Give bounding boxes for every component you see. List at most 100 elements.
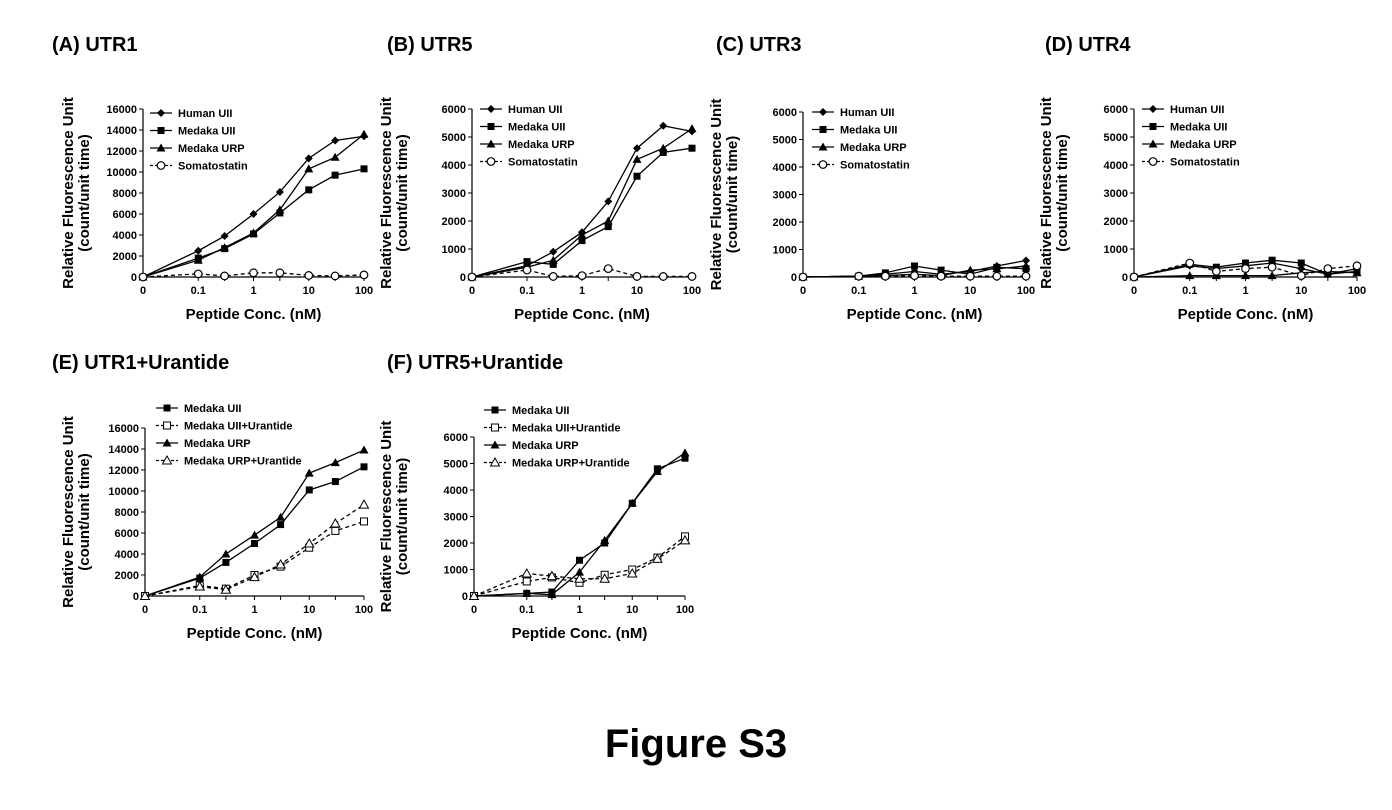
data-point bbox=[1296, 271, 1306, 281]
y-tick-label: 6000 bbox=[444, 432, 468, 444]
legend-entry: Medaka UII bbox=[184, 403, 241, 415]
data-point bbox=[249, 228, 258, 237]
data-point bbox=[659, 148, 667, 156]
legend-entry: Somatostatin bbox=[840, 160, 910, 172]
data-point bbox=[1268, 256, 1276, 264]
y-axis-label: (count/unit time) bbox=[394, 458, 411, 575]
y-axis-label: (count/unit time) bbox=[724, 136, 741, 253]
y-tick-label: 2000 bbox=[444, 538, 468, 550]
y-tick-label: 3000 bbox=[773, 190, 797, 202]
legend-entry: Medaka UII bbox=[512, 405, 569, 417]
data-point bbox=[331, 136, 340, 145]
data-point bbox=[331, 171, 339, 179]
data-point bbox=[521, 567, 533, 578]
data-point bbox=[1352, 261, 1362, 271]
series-line bbox=[1133, 262, 1358, 278]
data-point bbox=[360, 165, 368, 173]
data-point bbox=[652, 553, 663, 563]
data-point bbox=[880, 271, 890, 281]
legend-marker bbox=[818, 160, 828, 169]
x-tick-label: 10 bbox=[303, 604, 315, 616]
data-point bbox=[331, 478, 339, 486]
y-tick-label: 1000 bbox=[442, 244, 466, 256]
series-line bbox=[142, 272, 365, 278]
legend-marker bbox=[487, 123, 495, 130]
x-tick-label: 0 bbox=[471, 604, 477, 616]
data-point bbox=[304, 154, 313, 163]
legend-entry: Human UII bbox=[840, 107, 894, 119]
legend-marker bbox=[487, 105, 495, 113]
data-point bbox=[275, 187, 284, 196]
x-tick-label: 0 bbox=[469, 285, 475, 297]
legend-marker bbox=[163, 421, 171, 430]
y-tick-label: 5000 bbox=[442, 132, 466, 144]
x-tick-label: 0 bbox=[142, 604, 148, 616]
y-tick-label: 10000 bbox=[108, 486, 139, 498]
data-point bbox=[680, 448, 690, 457]
series-line bbox=[142, 135, 365, 278]
x-tick-label: 0.1 bbox=[1182, 285, 1197, 297]
data-point bbox=[194, 246, 203, 255]
y-tick-label: 16000 bbox=[108, 423, 139, 435]
legend-marker bbox=[486, 157, 496, 166]
legend-marker bbox=[1149, 105, 1157, 113]
data-point bbox=[1211, 267, 1221, 276]
legend-entry: Somatostatin bbox=[508, 157, 578, 169]
y-tick-label: 12000 bbox=[108, 465, 139, 477]
data-point bbox=[1241, 264, 1250, 274]
data-point bbox=[548, 272, 558, 281]
data-point bbox=[220, 243, 230, 252]
data-point bbox=[1022, 256, 1030, 265]
data-point bbox=[522, 265, 532, 275]
x-axis-label: Peptide Conc. (nM) bbox=[1178, 306, 1314, 323]
data-point bbox=[1267, 262, 1277, 272]
series-line bbox=[144, 466, 365, 597]
data-point bbox=[992, 271, 1002, 281]
y-tick-label: 1000 bbox=[1104, 244, 1128, 256]
chart-panel-5: 0 2000 4000 6000 8000 10000 12000 14000 16000 0 0.… bbox=[60, 403, 373, 642]
data-point bbox=[965, 265, 975, 274]
y-tick-label: 6000 bbox=[1104, 104, 1128, 116]
data-point bbox=[250, 530, 259, 539]
data-point bbox=[330, 518, 341, 528]
y-axis-label: Relative Fluorescence Unit bbox=[1038, 97, 1055, 289]
data-point bbox=[360, 517, 368, 526]
x-tick-label: 100 bbox=[355, 604, 373, 616]
legend-marker bbox=[1148, 139, 1158, 148]
data-point bbox=[1352, 268, 1362, 277]
series-line bbox=[142, 133, 365, 278]
y-tick-label: 0 bbox=[131, 272, 137, 284]
chart-panel-1: 0 2000 4000 6000 8000 10000 12000 14000 16000 0 0.… bbox=[60, 97, 373, 323]
data-point bbox=[251, 540, 258, 547]
data-point bbox=[1267, 271, 1277, 280]
legend-marker bbox=[818, 142, 828, 151]
legend-marker bbox=[1148, 157, 1158, 166]
data-point bbox=[937, 266, 945, 274]
chart-panel-3: 0 1000 2000 3000 4000 5000 6000 0 0.1 1 10 100 Pepti… bbox=[708, 99, 1035, 323]
data-point bbox=[658, 272, 668, 281]
y-tick-label: 2000 bbox=[115, 570, 139, 582]
legend-entry: Medaka URP bbox=[512, 440, 579, 452]
data-point bbox=[1242, 259, 1249, 267]
series-line bbox=[1133, 262, 1358, 278]
data-point bbox=[276, 512, 286, 521]
x-tick-label: 0 bbox=[1131, 285, 1137, 297]
legend-marker bbox=[157, 127, 165, 134]
data-point bbox=[193, 269, 203, 279]
y-tick-label: 6000 bbox=[773, 107, 797, 119]
y-axis-label: Relative Fluorescence Unit bbox=[60, 97, 77, 289]
x-axis-label: Peptide Conc. (nM) bbox=[512, 625, 648, 642]
legend-entry: Medaka URP bbox=[508, 139, 575, 151]
x-axis-label: Peptide Conc. (nM) bbox=[847, 306, 983, 323]
data-point bbox=[467, 272, 477, 282]
data-point bbox=[549, 260, 557, 268]
data-point bbox=[523, 258, 531, 266]
legend-entry: Medaka UII bbox=[840, 125, 897, 137]
y-tick-label: 2000 bbox=[1104, 216, 1128, 228]
legend-marker bbox=[162, 438, 172, 447]
data-point bbox=[304, 271, 314, 280]
y-tick-label: 1000 bbox=[773, 245, 797, 257]
series-line bbox=[144, 449, 365, 597]
data-point bbox=[305, 486, 313, 494]
y-tick-label: 12000 bbox=[106, 146, 137, 158]
